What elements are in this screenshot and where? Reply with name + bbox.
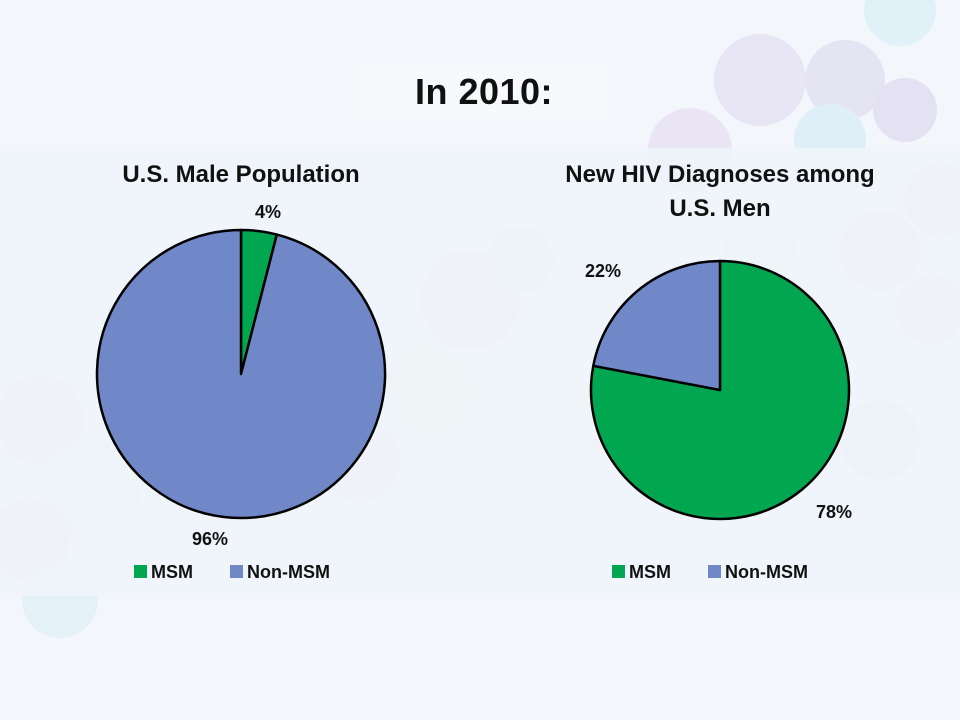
pie-slice-non-msm (592, 259, 722, 392)
chart-title-line-2: U.S. Men (669, 195, 770, 222)
slide-title: In 2010: (414, 71, 554, 112)
pie-slice-non-msm (95, 228, 387, 520)
chart-male-population: U.S. Male Population 4% 96% MSM Non-MSM (95, 161, 387, 582)
chart-title: U.S. Male Population (122, 161, 359, 188)
legend: MSM Non-MSM (612, 562, 808, 582)
pie-chart (589, 259, 851, 521)
legend: MSM Non-MSM (134, 562, 330, 582)
slide-title-box: In 2010: (360, 64, 608, 120)
data-label-non-msm: 96% (192, 529, 228, 549)
chart-hiv-diagnoses: New HIV Diagnoses among U.S. Men 78% 22%… (565, 161, 874, 582)
chart-title-line-1: New HIV Diagnoses among (565, 161, 874, 188)
legend-label-msm: MSM (151, 562, 193, 582)
legend-swatch-msm (134, 565, 147, 578)
pie-chart (95, 228, 387, 520)
legend-swatch-non-msm (708, 565, 721, 578)
data-label-msm: 4% (255, 202, 281, 222)
legend-swatch-msm (612, 565, 625, 578)
legend-label-msm: MSM (629, 562, 671, 582)
data-label-non-msm: 22% (585, 261, 621, 281)
legend-label-non-msm: Non-MSM (247, 562, 330, 582)
legend-swatch-non-msm (230, 565, 243, 578)
data-label-msm: 78% (816, 502, 852, 522)
legend-label-non-msm: Non-MSM (725, 562, 808, 582)
